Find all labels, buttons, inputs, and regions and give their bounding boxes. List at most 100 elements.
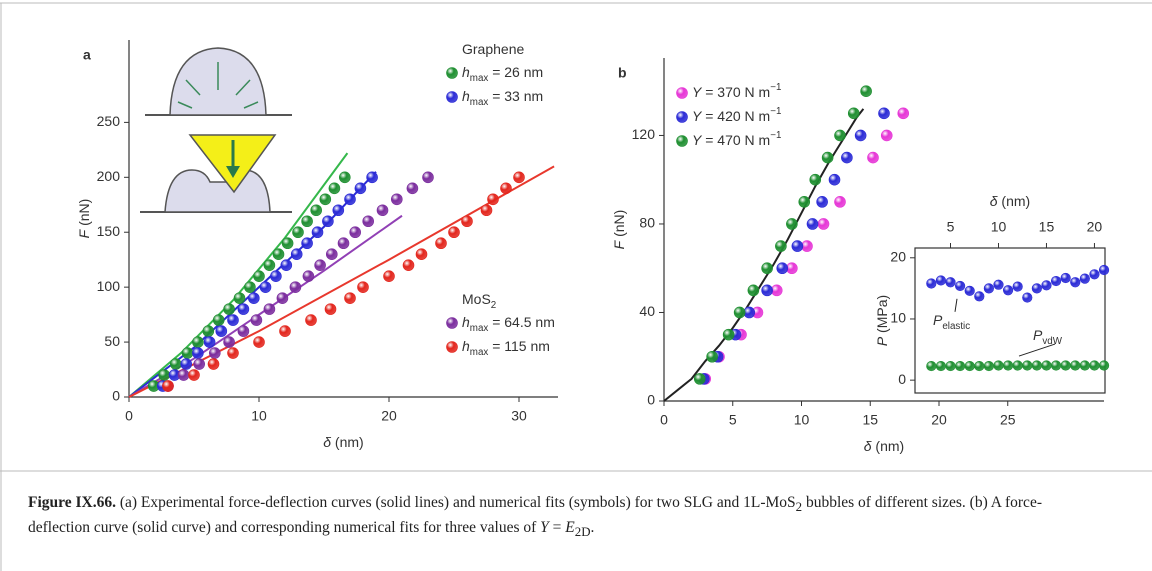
data-point [325, 248, 338, 260]
legend-label-part: −1 [770, 130, 781, 141]
data-point [1060, 360, 1071, 371]
annotation-part: P [1033, 327, 1043, 343]
y-axis-label: P (MPa) [874, 295, 890, 346]
data-point [775, 240, 787, 252]
data-point [233, 292, 246, 304]
data-point [328, 182, 341, 195]
data-point [192, 347, 204, 359]
data-point [809, 173, 822, 186]
data-point [974, 360, 985, 372]
data-point [964, 285, 975, 296]
caption-part: bubbles of different sizes. (b) A force-… [28, 494, 1042, 537]
data-point [281, 237, 294, 250]
data-point [207, 358, 220, 370]
x-tick-label: 0 [660, 412, 668, 428]
data-point [272, 248, 285, 260]
x-tick-label: 20 [1087, 219, 1103, 235]
data-point [237, 303, 250, 315]
data-point [227, 347, 239, 359]
caption-part: Y [540, 519, 549, 537]
data-point [1089, 360, 1100, 371]
data-point [974, 291, 985, 302]
data-point [1070, 360, 1081, 371]
x-tick-label: 15 [1039, 219, 1055, 235]
data-point [301, 237, 313, 250]
data-point [344, 292, 356, 304]
data-point [448, 226, 460, 239]
x-tick-label: 20 [931, 412, 947, 428]
legend-marker [676, 135, 688, 147]
legend-label: hmax = 33 nm [462, 88, 543, 108]
data-point [319, 193, 332, 206]
x-axis-label-part: (nm) [331, 434, 364, 450]
data-point [209, 347, 221, 359]
legend-label: hmax = 64.5 nm [462, 314, 555, 334]
data-point [1089, 269, 1100, 280]
data-point [203, 336, 216, 348]
data-point [791, 240, 804, 252]
data-point [314, 259, 326, 271]
data-point [362, 215, 375, 228]
data-point [1012, 360, 1023, 371]
data-point [733, 306, 746, 319]
x-axis-label-part: (nm) [872, 438, 905, 454]
data-point [860, 85, 872, 97]
data-point [1050, 360, 1062, 371]
annotation-arrow [954, 298, 958, 312]
y-axis-label: F (nN) [76, 199, 92, 239]
x-axis-label: δ (nm) [864, 438, 904, 454]
data-point [310, 204, 323, 217]
bubble-indented [164, 169, 271, 213]
data-point [332, 204, 345, 217]
annotation-part: elastic [942, 321, 970, 332]
caption-part: 2D [574, 524, 591, 540]
data-point [1041, 360, 1052, 371]
x-tick-label: 10 [794, 412, 810, 428]
data-point [841, 151, 853, 164]
y-axis-label-part: (MPa) [874, 295, 890, 337]
x-axis-label-part: δ [864, 438, 872, 454]
data-point [983, 360, 994, 372]
data-point [253, 336, 265, 348]
y-tick-label: 120 [632, 126, 656, 142]
data-point [292, 226, 304, 239]
legend-marker [676, 111, 688, 123]
pressure-arrows [177, 62, 259, 109]
data-point [366, 171, 378, 184]
data-point [461, 215, 473, 228]
force-arrowhead [226, 166, 240, 178]
legend-label-part: max [470, 97, 489, 108]
y-tick-label: 40 [639, 303, 655, 319]
data-point [798, 196, 811, 208]
y-tick-label: 10 [890, 310, 906, 326]
y-tick-label: 0 [898, 371, 906, 387]
data-point [263, 303, 276, 315]
data-point [993, 279, 1004, 290]
data-point [747, 284, 760, 297]
data-point [993, 360, 1004, 371]
y-axis-label: F (nN) [611, 210, 627, 250]
data-point [878, 107, 890, 120]
y-axis-label-part: F [611, 239, 627, 249]
caption-part: E [565, 519, 575, 537]
legend-label-part: = 370 N m [701, 84, 770, 100]
x-tick-label: 0 [125, 408, 133, 424]
data-point [1012, 281, 1023, 292]
x-axis-label-part: (nm) [998, 193, 1031, 209]
annotation: PvdW [1033, 327, 1063, 347]
annotation-part: P [933, 312, 943, 328]
y-axis-label-part: (nN) [611, 210, 627, 241]
data-point [180, 358, 192, 370]
y-axis-label-part: (nN) [76, 199, 92, 230]
x-tick-label: 10 [991, 219, 1007, 235]
x-axis-label: δ (nm) [990, 193, 1030, 209]
data-point [1022, 292, 1033, 303]
data-point [193, 358, 205, 370]
data-point [192, 336, 204, 348]
data-point [1031, 283, 1042, 294]
data-point [344, 193, 356, 206]
data-point [181, 347, 194, 359]
data-point [983, 283, 994, 294]
data-point [322, 215, 334, 228]
